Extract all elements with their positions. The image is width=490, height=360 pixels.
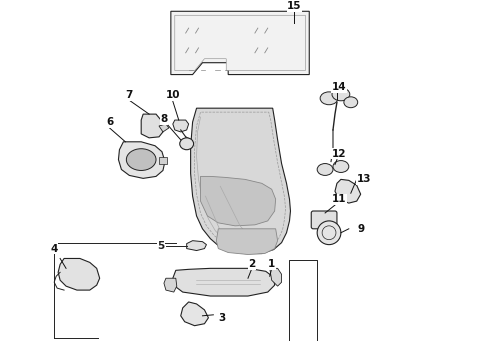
Polygon shape (200, 176, 276, 226)
Text: 13: 13 (356, 174, 371, 184)
Polygon shape (191, 108, 291, 253)
Text: 7: 7 (125, 90, 133, 100)
Polygon shape (141, 114, 163, 138)
Ellipse shape (320, 92, 338, 105)
Text: 2: 2 (248, 260, 256, 269)
Text: 9: 9 (357, 224, 364, 234)
Text: 3: 3 (219, 313, 226, 323)
FancyBboxPatch shape (311, 211, 337, 229)
Polygon shape (159, 124, 169, 132)
Ellipse shape (317, 163, 333, 175)
Polygon shape (171, 11, 309, 75)
Bar (159, 157, 167, 163)
Text: 14: 14 (332, 82, 346, 93)
Text: 11: 11 (332, 194, 346, 204)
Ellipse shape (344, 97, 358, 108)
Ellipse shape (333, 161, 349, 172)
Polygon shape (187, 241, 206, 251)
Polygon shape (216, 229, 278, 255)
Polygon shape (181, 302, 208, 326)
Text: 10: 10 (166, 90, 180, 100)
Polygon shape (175, 15, 305, 71)
Circle shape (317, 221, 341, 244)
Polygon shape (164, 278, 177, 292)
Polygon shape (335, 179, 361, 203)
Polygon shape (173, 268, 275, 296)
Ellipse shape (332, 88, 350, 101)
Polygon shape (270, 268, 282, 286)
Polygon shape (173, 120, 189, 132)
Ellipse shape (126, 149, 156, 171)
Text: 12: 12 (332, 149, 346, 159)
Ellipse shape (180, 138, 194, 150)
Polygon shape (119, 142, 165, 178)
Text: 6: 6 (106, 117, 113, 127)
Polygon shape (58, 258, 99, 290)
Text: 5: 5 (157, 240, 165, 251)
Text: 8: 8 (160, 114, 168, 124)
Text: 4: 4 (50, 244, 58, 253)
Text: 1: 1 (268, 260, 275, 269)
Text: 15: 15 (287, 1, 302, 12)
